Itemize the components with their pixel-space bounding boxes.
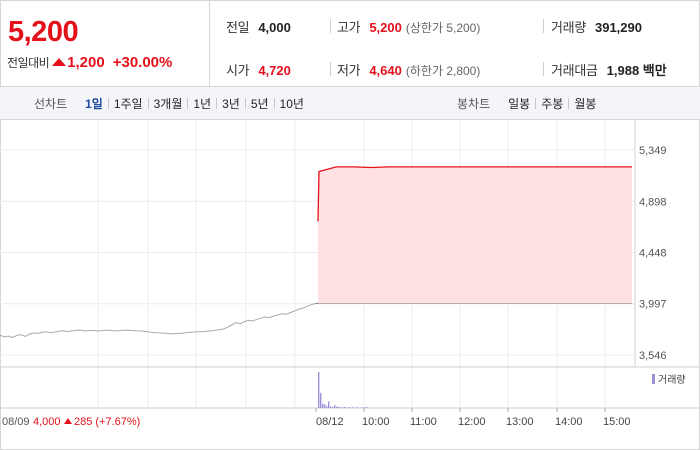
divider bbox=[216, 98, 218, 109]
tab-3y[interactable]: 3년 bbox=[222, 97, 240, 111]
volume-bar bbox=[322, 403, 324, 408]
y-tick-label: 5,349 bbox=[639, 145, 667, 157]
x-tick-label: 14:00 bbox=[555, 416, 583, 428]
low-value: 4,640 bbox=[369, 63, 402, 78]
high-label: 고가 bbox=[337, 20, 361, 35]
x-tick-label: 08/09 bbox=[2, 416, 30, 428]
change-percent: +30.00% bbox=[112, 54, 173, 71]
trade-amount-value: 1,988 백만 bbox=[606, 63, 667, 78]
volume-bar bbox=[344, 406, 346, 408]
price-summary: 5,200 전일대비 1,200 +30.00% bbox=[0, 0, 210, 87]
volume-bar bbox=[366, 406, 368, 408]
volume-legend-swatch bbox=[652, 374, 655, 384]
line-chart-title: 선차트 bbox=[34, 97, 68, 111]
volume-bar bbox=[338, 406, 340, 408]
line-chart-tabs: 선차트 1일 1주일 3개월 1년 3년 5년 10년 bbox=[34, 87, 309, 120]
tab-monthly[interactable]: 월봉 bbox=[574, 97, 597, 111]
y-tick-label: 4,448 bbox=[639, 247, 667, 259]
tab-1w[interactable]: 1주일 bbox=[113, 97, 143, 111]
high-price: 고가 5,200 (상한가 5,200) bbox=[337, 17, 480, 36]
y-tick-label: 4,898 bbox=[639, 196, 667, 208]
candle-chart-title: 봉차트 bbox=[457, 97, 491, 111]
volume-legend-label: 거래량 bbox=[658, 374, 686, 386]
up-arrow-icon bbox=[52, 57, 67, 66]
divider bbox=[568, 98, 570, 109]
prev-day-change: 285 (+7.67%) bbox=[74, 416, 140, 428]
tab-daily[interactable]: 일봉 bbox=[508, 97, 531, 111]
tab-5y[interactable]: 5년 bbox=[250, 97, 269, 111]
volume-bar bbox=[334, 405, 336, 408]
volume-bar bbox=[328, 401, 330, 408]
volume-bar bbox=[326, 406, 328, 408]
open-price: 시가 4,720 bbox=[226, 60, 291, 79]
chart-period-tabs: 선차트 1일 1주일 3개월 1년 3년 5년 10년 봉차트 일봉 주봉 월봉 bbox=[0, 87, 700, 120]
low-label: 저가 bbox=[337, 63, 361, 78]
volume-bar bbox=[362, 407, 364, 408]
x-tick-label: 11:00 bbox=[410, 416, 437, 428]
volume-bar bbox=[324, 404, 326, 408]
tab-weekly[interactable]: 주봉 bbox=[541, 97, 564, 111]
quote-panel: 5,200 전일대비 1,200 +30.00% 전일 4,000 고가 5,2… bbox=[0, 0, 700, 87]
up-arrow-icon bbox=[64, 418, 72, 424]
volume-bar bbox=[352, 407, 354, 408]
volume-label: 거래량 bbox=[551, 20, 586, 35]
open-value: 4,720 bbox=[258, 63, 291, 78]
price-chart[interactable]: 5,349 4,898 4,448 3,997 3,546 거래량 08/09 4,000 28… bbox=[0, 120, 700, 450]
prev-close-label: 전일 bbox=[226, 20, 250, 35]
divider bbox=[330, 62, 331, 76]
change-label: 전일대비 bbox=[7, 56, 50, 70]
tab-1d[interactable]: 1일 bbox=[85, 97, 103, 111]
prev-day-close: 4,000 bbox=[33, 416, 61, 428]
current-price: 5,200 bbox=[8, 16, 79, 48]
upper-limit: (상한가 5,200) bbox=[405, 21, 481, 35]
divider bbox=[273, 98, 275, 109]
volume-bar bbox=[356, 407, 358, 408]
prev-close-value: 4,000 bbox=[258, 20, 291, 35]
high-value: 5,200 bbox=[369, 20, 402, 35]
candle-chart-tabs: 봉차트 일봉 주봉 월봉 bbox=[457, 87, 601, 120]
volume-bar bbox=[330, 406, 332, 408]
x-tick-label: 12:00 bbox=[458, 416, 486, 428]
today-area bbox=[318, 166, 632, 304]
divider bbox=[107, 98, 109, 109]
volume-bar bbox=[342, 407, 344, 408]
volume-bar bbox=[340, 407, 342, 408]
y-tick-label: 3,546 bbox=[639, 350, 667, 362]
trade-amount: 거래대금 1,988 백만 bbox=[551, 60, 667, 79]
low-price: 저가 4,640 (하한가 2,800) bbox=[337, 60, 480, 79]
divider bbox=[330, 19, 331, 33]
volume-bar bbox=[320, 392, 322, 408]
volume-bar bbox=[318, 372, 320, 408]
divider bbox=[535, 98, 537, 109]
prev-close: 전일 4,000 bbox=[226, 17, 291, 36]
divider bbox=[187, 98, 189, 109]
prev-day-line bbox=[0, 302, 317, 339]
y-tick-label: 3,997 bbox=[639, 299, 667, 311]
volume-bar bbox=[336, 406, 338, 408]
x-tick-label: 08/12 bbox=[316, 416, 344, 428]
divider bbox=[244, 98, 246, 109]
lower-limit: (하한가 2,800) bbox=[405, 64, 481, 78]
tab-10y[interactable]: 10년 bbox=[279, 97, 304, 111]
tab-1y[interactable]: 1년 bbox=[193, 97, 212, 111]
x-tick-label: 10:00 bbox=[362, 416, 390, 428]
divider bbox=[147, 98, 149, 109]
divider bbox=[543, 19, 544, 33]
volume-bar bbox=[348, 407, 350, 408]
tab-3m[interactable]: 3개월 bbox=[153, 97, 183, 111]
trade-amount-label: 거래대금 bbox=[551, 63, 598, 78]
volume-value: 391,290 bbox=[594, 20, 642, 35]
change-amount: 1,200 bbox=[67, 54, 105, 71]
change-row: 전일대비 1,200 +30.00% bbox=[7, 54, 172, 71]
open-label: 시가 bbox=[226, 63, 250, 78]
x-tick-label: 15:00 bbox=[603, 416, 631, 428]
x-tick-label: 13:00 bbox=[506, 416, 534, 428]
today-price-line bbox=[317, 166, 632, 222]
volume-bar bbox=[332, 406, 334, 408]
volume: 거래량 391,290 bbox=[551, 17, 642, 36]
divider bbox=[543, 62, 544, 76]
